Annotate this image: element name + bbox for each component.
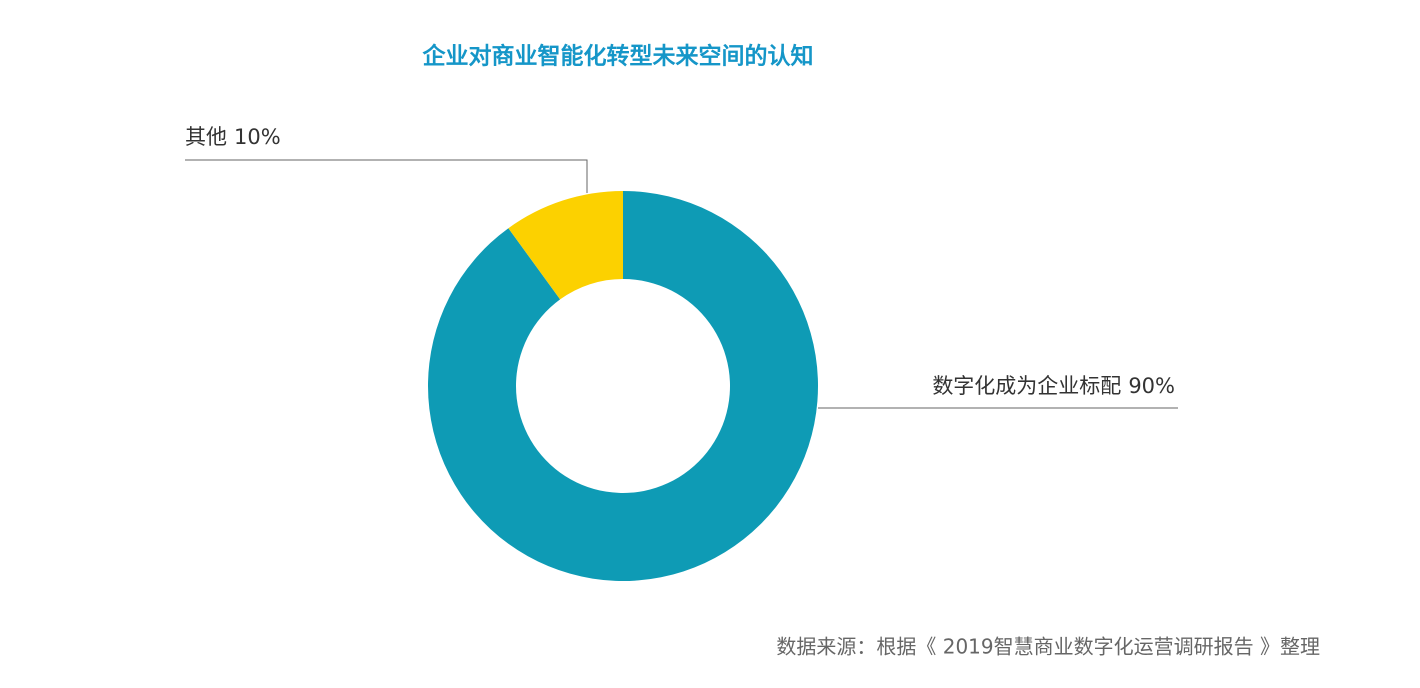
leader-line: [185, 159, 588, 193]
category-label: 数字化成为企业标配: [932, 374, 1121, 398]
chart-title: 企业对商业智能化转型未来空间的认知: [422, 43, 814, 70]
slice-label: 数字化成为企业标配 90%: [932, 374, 1175, 398]
value-label: 90%: [1128, 374, 1175, 398]
category-label: 其他: [185, 125, 227, 149]
donut-slice: [508, 191, 623, 300]
donut-slice: [427, 191, 818, 581]
value-label: 10%: [234, 125, 281, 149]
source-note: 数据来源：根据《 2019智慧商业数字化运营调研报告 》整理: [776, 635, 1320, 659]
slice-label: 其他 10%: [185, 125, 281, 149]
